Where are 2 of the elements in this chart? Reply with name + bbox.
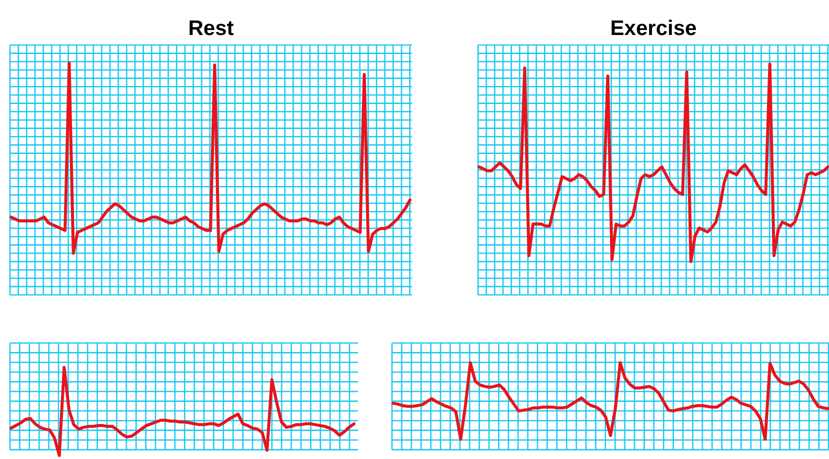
chart-title: Rest (188, 17, 234, 40)
chart-title: Exercise (610, 17, 697, 40)
